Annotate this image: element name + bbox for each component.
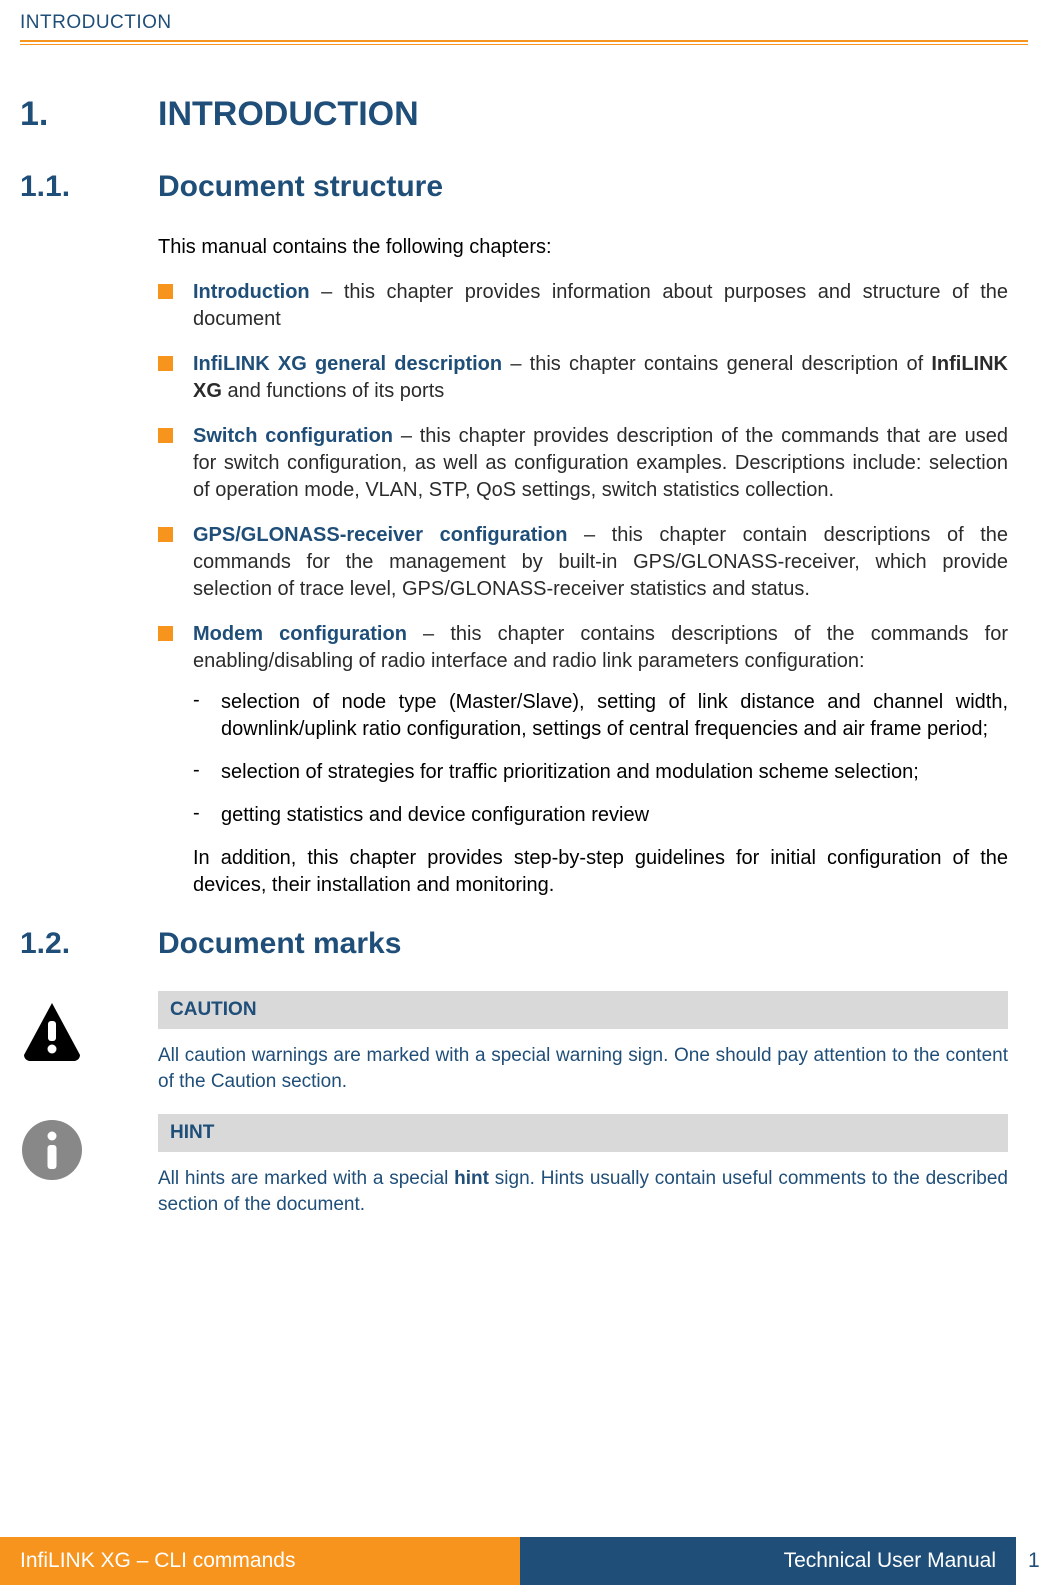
- chapter-term: GPS/GLONASS-receiver configuration: [193, 524, 567, 546]
- list-item: Switch configuration – this chapter prov…: [158, 423, 1008, 504]
- list-item-text: Introduction – this chapter provides inf…: [193, 279, 1008, 333]
- list-item: InfiLINK XG general description – this c…: [158, 351, 1008, 405]
- caution-icon: [20, 999, 84, 1063]
- footer-right: Technical User Manual: [520, 1537, 1016, 1585]
- doc-structure-body: This manual contains the following chapt…: [158, 234, 1008, 899]
- page-footer: InfiLINK XG – CLI commands Technical Use…: [0, 1536, 1048, 1586]
- h1-number: 1.: [20, 95, 158, 134]
- hint-text: All hints are marked with a special hint…: [158, 1166, 1008, 1217]
- h2-document-marks: 1.2. Document marks: [20, 927, 1028, 961]
- dash-bullet-icon: -: [193, 689, 221, 743]
- hint-icon: [20, 1118, 84, 1182]
- list-item-text: GPS/GLONASS-receiver configuration – thi…: [193, 522, 1008, 603]
- h1-introduction: 1. INTRODUCTION: [20, 95, 1028, 134]
- intro-paragraph: This manual contains the following chapt…: [158, 234, 1008, 261]
- content-region: 1. INTRODUCTION 1.1. Document structure …: [20, 45, 1028, 1218]
- square-bullet-icon: [158, 428, 173, 443]
- page-number: 1: [1016, 1549, 1048, 1573]
- dash-bullet-icon: -: [193, 759, 221, 786]
- chapter-list: Introduction – this chapter provides inf…: [158, 279, 1008, 899]
- list-item: GPS/GLONASS-receiver configuration – thi…: [158, 522, 1008, 603]
- chapter-term: InfiLINK XG general description: [193, 353, 502, 375]
- h1-title: INTRODUCTION: [158, 95, 419, 134]
- square-bullet-icon: [158, 284, 173, 299]
- running-title: INTRODUCTION: [20, 12, 1028, 34]
- sub-list-item: - selection of node type (Master/Slave),…: [193, 689, 1008, 743]
- list-item-text: Switch configuration – this chapter prov…: [193, 423, 1008, 504]
- square-bullet-icon: [158, 626, 173, 641]
- h2-number: 1.2.: [20, 927, 158, 961]
- chapter-term: Introduction: [193, 281, 310, 303]
- list-item-text: Modem configuration – this chapter conta…: [193, 621, 1008, 675]
- sub-list-item: - getting statistics and device configur…: [193, 802, 1008, 829]
- chapter-term: Modem configuration: [193, 623, 407, 645]
- caution-header: CAUTION: [158, 991, 1008, 1029]
- list-item-text: InfiLINK XG general description – this c…: [193, 351, 1008, 405]
- list-item: Introduction – this chapter provides inf…: [158, 279, 1008, 333]
- h2-number: 1.1.: [20, 170, 158, 204]
- h2-title: Document structure: [158, 170, 443, 204]
- hint-header: HINT: [158, 1114, 1008, 1152]
- caution-block: CAUTION All caution warnings are marked …: [20, 991, 1028, 1094]
- modem-trailing-paragraph: In addition, this chapter provides step-…: [193, 845, 1008, 899]
- header-rule: [20, 40, 1028, 42]
- hint-block: HINT All hints are marked with a special…: [20, 1114, 1028, 1217]
- list-item: Modem configuration – this chapter conta…: [158, 621, 1008, 899]
- sub-list-item: - selection of strategies for traffic pr…: [193, 759, 1008, 786]
- chapter-term: Switch configuration: [193, 425, 393, 447]
- page-header: INTRODUCTION: [20, 0, 1028, 45]
- square-bullet-icon: [158, 527, 173, 542]
- h2-document-structure: 1.1. Document structure: [20, 170, 1028, 204]
- modem-sub-list: - selection of node type (Master/Slave),…: [193, 689, 1008, 829]
- h2-title: Document marks: [158, 927, 401, 961]
- caution-text: All caution warnings are marked with a s…: [158, 1043, 1008, 1094]
- footer-left: InfiLINK XG – CLI commands: [0, 1537, 520, 1585]
- square-bullet-icon: [158, 356, 173, 371]
- dash-bullet-icon: -: [193, 802, 221, 829]
